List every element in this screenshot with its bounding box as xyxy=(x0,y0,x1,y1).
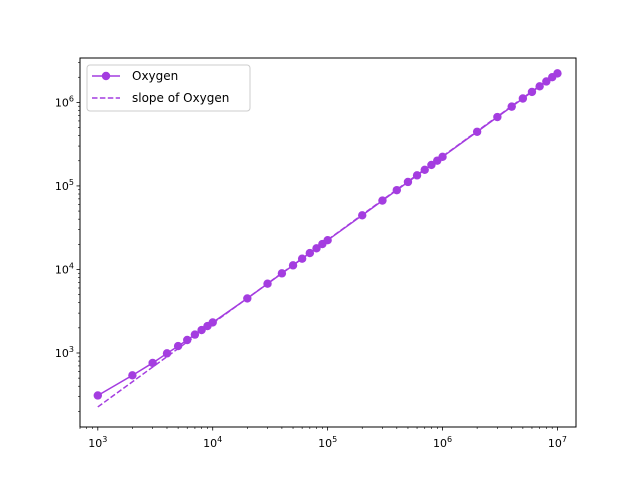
tick-label: 106 xyxy=(433,435,452,450)
data-point xyxy=(93,391,103,400)
legend-box xyxy=(86,64,251,112)
data-point xyxy=(162,349,172,358)
legend-entries: Oxygen slope of Oxygen xyxy=(92,69,229,105)
tick-label: 103 xyxy=(55,345,74,360)
legend-label: Oxygen xyxy=(132,69,178,83)
tick-label: 105 xyxy=(55,178,74,193)
tick-label: 103 xyxy=(88,435,107,450)
legend: Oxygen slope of Oxygen xyxy=(86,64,251,112)
x-axis: 103 104 105 106 107 xyxy=(79,427,567,450)
series-layer xyxy=(93,69,562,408)
legend-entry: slope of Oxygen xyxy=(92,91,229,105)
data-point xyxy=(183,335,192,345)
legend-entry: Oxygen xyxy=(92,69,178,83)
tick-label: 104 xyxy=(55,261,74,276)
data-point xyxy=(173,341,183,351)
tick-label: 105 xyxy=(318,435,337,450)
y-axis: 103 104 105 106 xyxy=(55,62,80,412)
tick-label: 107 xyxy=(548,435,567,450)
tick-label: 106 xyxy=(55,94,74,109)
tick-label: 104 xyxy=(203,435,222,450)
data-point xyxy=(148,358,157,368)
data-point xyxy=(190,330,200,339)
data-point xyxy=(553,69,562,78)
legend-label: slope of Oxygen xyxy=(132,91,229,105)
data-point xyxy=(197,325,206,335)
data-point xyxy=(128,371,137,380)
plot-area xyxy=(79,57,577,428)
legend-marker xyxy=(101,71,111,81)
